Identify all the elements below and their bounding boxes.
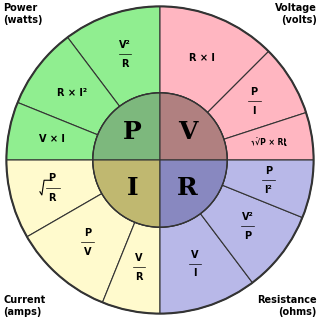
Polygon shape bbox=[160, 6, 268, 113]
Text: R × I: R × I bbox=[189, 53, 215, 63]
Polygon shape bbox=[200, 185, 302, 283]
Polygon shape bbox=[27, 194, 135, 302]
Polygon shape bbox=[224, 113, 314, 160]
Polygon shape bbox=[93, 160, 160, 227]
Text: I: I bbox=[127, 176, 138, 200]
Text: R: R bbox=[135, 272, 143, 282]
Text: P: P bbox=[244, 231, 251, 241]
Text: V × I: V × I bbox=[39, 134, 65, 144]
Polygon shape bbox=[93, 93, 160, 160]
Text: P: P bbox=[265, 166, 272, 176]
Polygon shape bbox=[160, 214, 252, 314]
Polygon shape bbox=[207, 52, 306, 139]
Polygon shape bbox=[222, 160, 314, 218]
Text: R: R bbox=[177, 176, 198, 200]
Text: I: I bbox=[193, 268, 197, 278]
Text: P: P bbox=[48, 173, 55, 183]
Polygon shape bbox=[6, 160, 102, 237]
Text: √P × R: √P × R bbox=[255, 138, 283, 147]
Text: V: V bbox=[135, 253, 143, 263]
Polygon shape bbox=[18, 37, 120, 135]
Text: V: V bbox=[191, 250, 199, 260]
Text: √P × R: √P × R bbox=[251, 138, 287, 148]
Text: V: V bbox=[178, 120, 197, 144]
Text: Power
(watts): Power (watts) bbox=[3, 3, 43, 25]
Text: R × I²: R × I² bbox=[57, 88, 87, 98]
Text: V²: V² bbox=[242, 212, 253, 222]
Text: R: R bbox=[121, 59, 129, 69]
Text: Voltage
(volts): Voltage (volts) bbox=[275, 3, 317, 25]
Text: P: P bbox=[123, 120, 142, 144]
Polygon shape bbox=[160, 93, 227, 160]
Polygon shape bbox=[68, 6, 160, 106]
Text: Resistance
(ohms): Resistance (ohms) bbox=[257, 295, 317, 317]
Text: R: R bbox=[48, 193, 55, 203]
Text: V: V bbox=[84, 247, 91, 257]
Text: P: P bbox=[251, 87, 258, 97]
Text: I: I bbox=[252, 106, 256, 116]
Text: P: P bbox=[84, 228, 91, 238]
Text: V²: V² bbox=[119, 40, 131, 50]
Polygon shape bbox=[102, 222, 160, 314]
Text: I²: I² bbox=[265, 185, 272, 195]
Polygon shape bbox=[160, 160, 227, 227]
Polygon shape bbox=[6, 102, 98, 160]
Text: Current
(amps): Current (amps) bbox=[3, 295, 45, 317]
